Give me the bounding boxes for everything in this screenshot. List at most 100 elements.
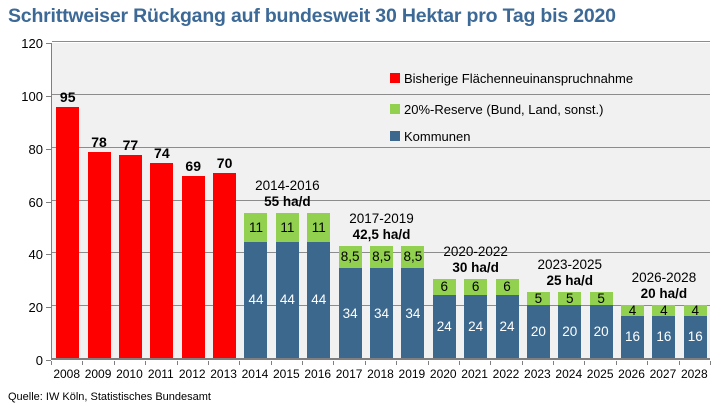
bar-reserve-2023 — [526, 291, 550, 306]
segment-label-kommunen-2024: 20 — [562, 324, 578, 340]
bar-kommunen-2016 — [307, 241, 331, 358]
segment-label-kommunen-2020: 24 — [436, 318, 452, 334]
segment-label-kommunen-2022: 24 — [499, 318, 515, 334]
y-axis-tick — [46, 360, 51, 361]
bar-reserve-2017 — [338, 245, 362, 269]
segment-label-reserve-2025: 5 — [597, 291, 605, 307]
x-axis-tick — [615, 361, 617, 365]
bar-kommunen-2027 — [652, 315, 676, 358]
annotation-years: 2014-2016 — [255, 177, 320, 193]
y-axis-label: 40 — [28, 247, 43, 263]
annotation-years: 2017-2019 — [349, 210, 414, 226]
segment-label-reserve-2023: 5 — [534, 291, 543, 307]
bar-reserve-2025 — [589, 291, 613, 306]
bar-red-2013 — [213, 173, 237, 358]
x-axis-tick — [82, 361, 84, 365]
bar-value-label-2011: 74 — [154, 144, 170, 161]
x-axis-label-2024: 2024 — [555, 367, 583, 381]
bar-kommunen-2018 — [370, 268, 393, 358]
legend-item-reserve: 20%-Reserve (Bund, Land, sonst.) — [390, 97, 603, 121]
annotation-years: 2020-2022 — [443, 243, 508, 259]
x-axis-tick — [553, 361, 555, 365]
annotation-target: 55 ha/d — [264, 193, 311, 209]
bar-reserve-2021 — [464, 278, 488, 295]
x-axis-tick — [333, 361, 335, 365]
x-axis-label-2021: 2021 — [461, 367, 488, 381]
x-axis-tick — [207, 361, 209, 365]
bar-kommunen-2021 — [464, 294, 488, 358]
annotation-target: 42,5 ha/d — [352, 226, 411, 242]
source-note: Quelle: IW Köln, Statistisches Bundesamt — [8, 391, 211, 403]
segment-label-reserve-2016: 11 — [311, 219, 326, 235]
bar-reserve-2014 — [244, 212, 268, 242]
y-axis-label: 80 — [28, 141, 43, 157]
x-axis-label-2013: 2013 — [210, 367, 237, 381]
bar-value-label-2012: 69 — [185, 157, 201, 174]
segment-label-reserve-2015: 11 — [280, 219, 295, 235]
x-axis-tick — [710, 361, 711, 365]
bar-kommunen-2022 — [495, 294, 519, 358]
segment-label-kommunen-2027: 16 — [656, 329, 672, 345]
x-axis-tick — [647, 361, 649, 365]
bar-reserve-2024 — [558, 291, 582, 306]
group-annotation-2017-2019: 2017-2019 42,5 ha/d — [349, 211, 414, 243]
bar-reserve-2018 — [370, 245, 393, 269]
x-axis-tick — [678, 361, 680, 365]
x-axis-tick — [521, 361, 523, 365]
bar-kommunen-2017 — [338, 268, 362, 358]
bar-reserve-2026 — [621, 305, 645, 316]
x-axis-tick — [584, 361, 586, 365]
bar-reserve-2027 — [652, 305, 676, 316]
legend-label-kommunen: Kommunen — [404, 128, 471, 144]
bar-kommunen-2024 — [558, 305, 582, 358]
group-annotation-2023-2025: 2023-2025 25 ha/d — [538, 257, 603, 289]
bar-red-2009 — [87, 151, 111, 358]
x-axis-label-2023: 2023 — [524, 367, 551, 381]
x-axis-tick — [270, 361, 272, 365]
y-axis-label: 100 — [21, 88, 43, 104]
bar-value-label-2009: 78 — [91, 133, 107, 150]
segment-label-reserve-2027: 4 — [660, 302, 668, 318]
segment-label-kommunen-2026: 16 — [625, 329, 641, 345]
x-axis-tick — [490, 361, 492, 365]
gridline-120 — [52, 41, 710, 42]
segment-label-kommunen-2028: 16 — [687, 329, 703, 345]
y-axis-tick — [46, 254, 51, 256]
bar-kommunen-2023 — [526, 305, 550, 358]
x-axis-label-2020: 2020 — [429, 367, 457, 381]
x-axis-tick — [176, 361, 178, 365]
segment-label-reserve-2017: 8,5 — [340, 249, 360, 265]
x-axis-tick — [396, 361, 398, 365]
legend-item-kommunen: Kommunen — [390, 124, 470, 148]
segment-label-reserve-2020: 6 — [440, 279, 448, 295]
group-annotation-2014-2016: 2014-2016 55 ha/d — [255, 178, 320, 210]
bar-red-2012 — [181, 175, 205, 358]
x-axis-label-2019: 2019 — [398, 367, 426, 381]
bar-kommunen-2026 — [621, 315, 645, 358]
chart-title: Schrittweiser Rückgang auf bundesweit 30… — [8, 5, 616, 27]
x-axis-tick — [427, 361, 429, 365]
x-axis-label-2016: 2016 — [304, 367, 332, 381]
group-annotation-2020-2022: 2020-2022 30 ha/d — [443, 244, 508, 276]
bar-kommunen-2019 — [401, 268, 425, 358]
bar-value-label-2008: 95 — [59, 89, 76, 106]
legend-swatch-red — [390, 73, 400, 83]
y-axis-label: 0 — [35, 353, 43, 368]
legend-label-reserve: 20%-Reserve (Bund, Land, sonst.) — [404, 101, 604, 117]
segment-label-reserve-2019: 8,5 — [403, 249, 423, 265]
x-axis-label-2015: 2015 — [272, 367, 300, 381]
bar-red-2008 — [56, 107, 80, 358]
annotation-target: 25 ha/d — [546, 272, 594, 288]
segment-label-kommunen-2018: 34 — [373, 305, 390, 321]
bar-kommunen-2025 — [589, 305, 613, 358]
gridline-100 — [52, 93, 710, 95]
x-axis-label-2010: 2010 — [116, 367, 143, 381]
segment-label-kommunen-2025: 20 — [593, 324, 609, 340]
gridline-80 — [52, 146, 710, 148]
segment-label-kommunen-2014: 44 — [248, 292, 264, 308]
segment-label-reserve-2021: 6 — [471, 279, 480, 295]
x-axis-tick — [364, 361, 366, 365]
bar-reserve-2019 — [401, 245, 425, 269]
bar-kommunen-2014 — [244, 241, 268, 358]
